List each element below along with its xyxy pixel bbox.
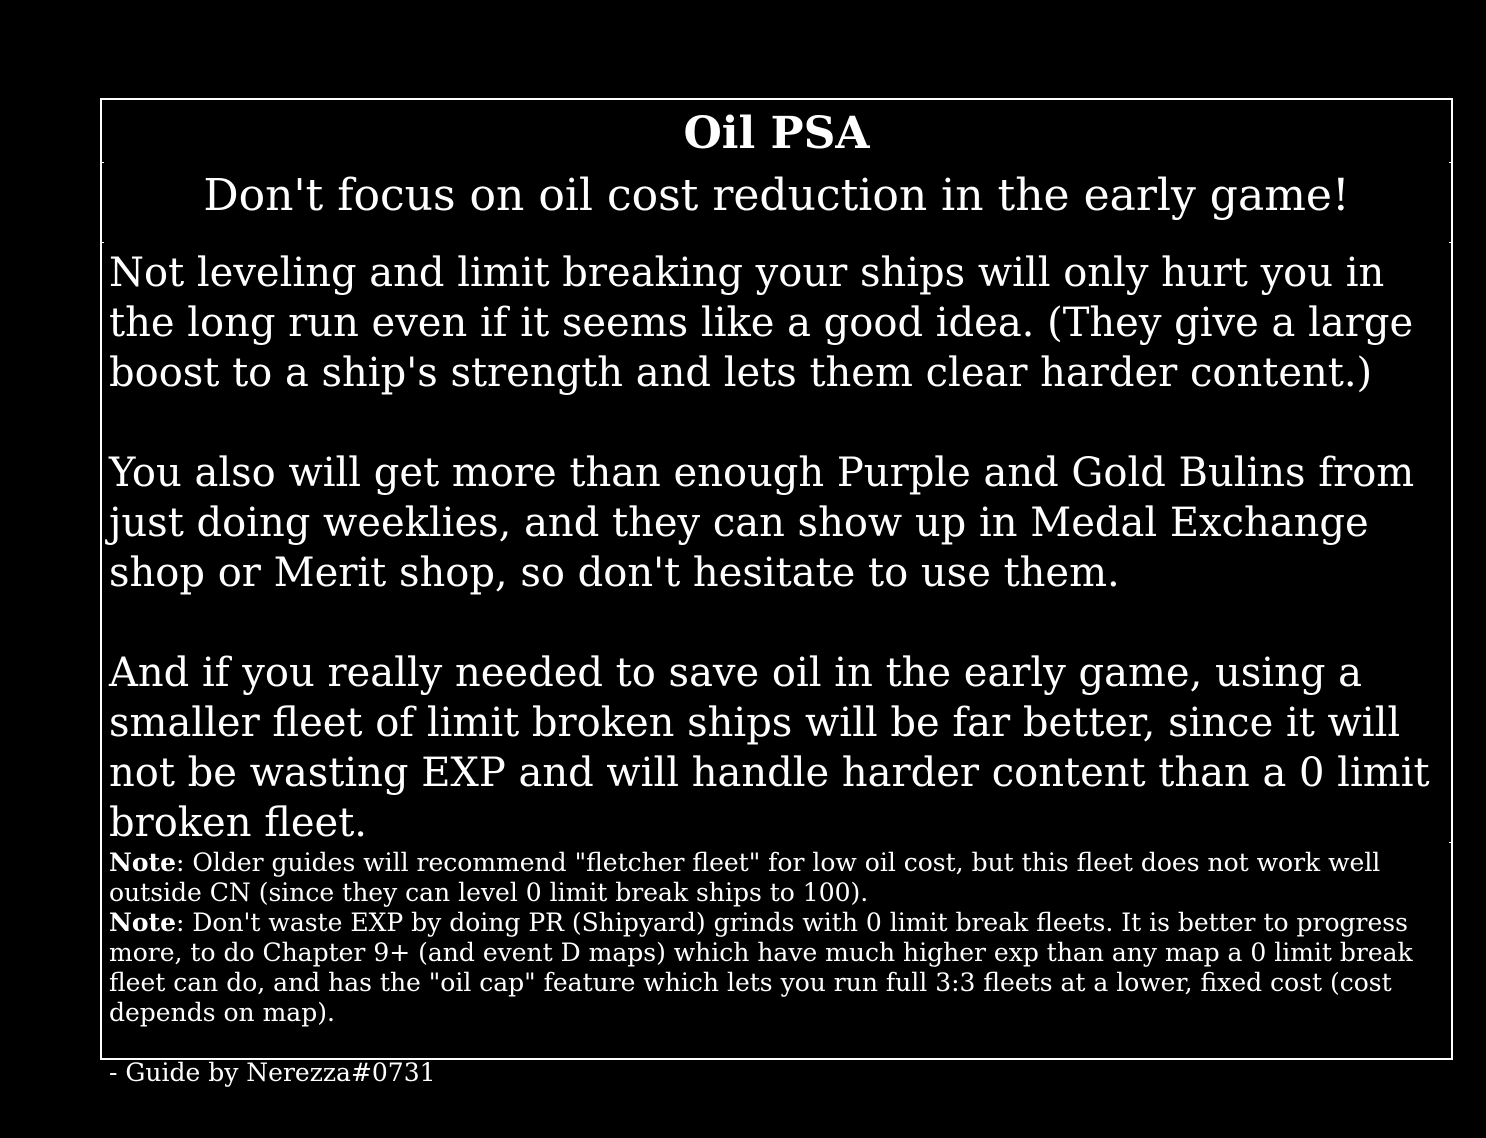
note-label: Note	[109, 908, 176, 937]
note-exp: Note: Don't waste EXP by doing PR (Shipy…	[109, 908, 1437, 1028]
main-body: Not leveling and limit breaking your shi…	[109, 248, 1437, 848]
note-fletcher: Note: Older guides will recommend "fletc…	[109, 848, 1437, 908]
page-subtitle: Don't focus on oil cost reduction in the…	[203, 170, 1350, 221]
subtitle-divider-right	[1449, 242, 1453, 243]
title-divider-left	[100, 162, 104, 163]
guide-credit: - Guide by Nerezza#0731	[109, 1058, 436, 1087]
paragraph-save-oil: And if you really needed to save oil in …	[109, 650, 1430, 846]
subtitle-divider-left	[100, 242, 104, 243]
spacer	[109, 1028, 1437, 1058]
note-text: : Don't waste EXP by doing PR (Shipyard)…	[109, 908, 1413, 1027]
paragraph-leveling: Not leveling and limit breaking your shi…	[109, 250, 1414, 396]
psa-card: Oil PSA Don't focus on oil cost reductio…	[100, 98, 1453, 1087]
page-title: Oil PSA	[683, 108, 870, 159]
note-text: : Older guides will recommend "fletcher …	[109, 848, 1381, 907]
title-divider-right	[1449, 162, 1453, 163]
notes-divider-right	[1449, 842, 1453, 843]
paragraph-bulins: You also will get more than enough Purpl…	[109, 450, 1415, 596]
note-label: Note	[109, 848, 176, 877]
notes-section: Note: Older guides will recommend "fletc…	[109, 848, 1437, 1088]
